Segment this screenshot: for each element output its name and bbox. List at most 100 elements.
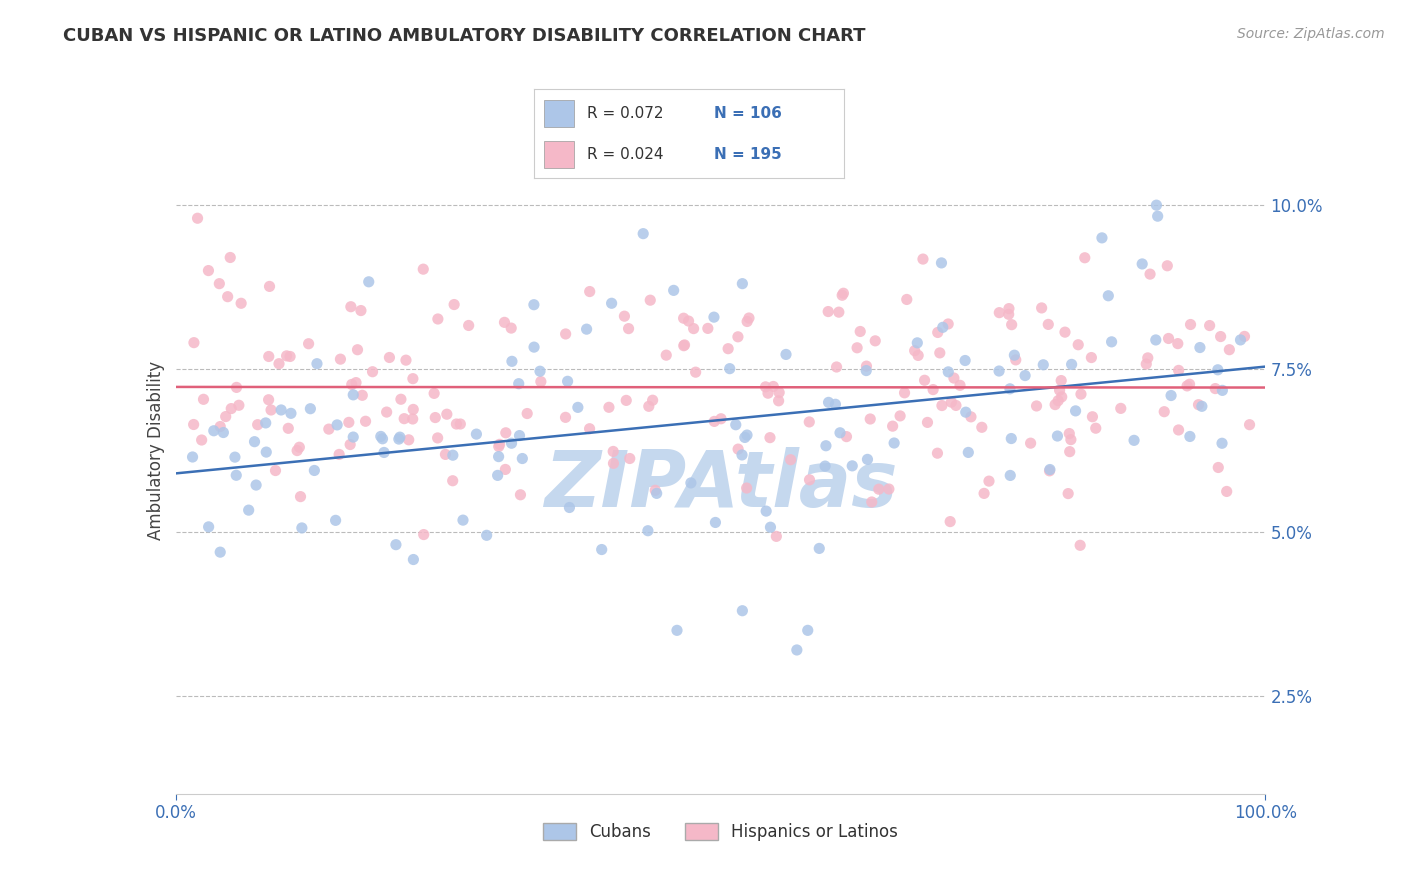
Point xyxy=(735,481,758,495)
Point xyxy=(703,310,725,325)
Point xyxy=(1146,209,1168,223)
Point xyxy=(860,495,883,509)
Point xyxy=(1091,231,1114,245)
Point xyxy=(1060,433,1083,447)
Point xyxy=(893,385,915,400)
Point xyxy=(426,312,449,326)
Point xyxy=(276,349,298,363)
Point xyxy=(735,428,758,442)
Point xyxy=(672,339,695,353)
Point xyxy=(208,277,231,291)
Point xyxy=(941,395,963,409)
Point xyxy=(523,298,546,312)
Point xyxy=(696,321,718,335)
Point xyxy=(759,431,782,445)
Point xyxy=(1053,325,1076,339)
Point xyxy=(501,354,523,368)
Text: CUBAN VS HISPANIC OR LATINO AMBULATORY DISABILITY CORRELATION CHART: CUBAN VS HISPANIC OR LATINO AMBULATORY D… xyxy=(63,27,866,45)
Point xyxy=(960,409,983,424)
Point xyxy=(215,409,238,424)
Point xyxy=(949,378,972,392)
Point xyxy=(828,305,851,319)
Point xyxy=(768,393,790,408)
Point xyxy=(495,425,517,440)
Point xyxy=(1109,401,1132,416)
Point xyxy=(342,430,364,444)
Point xyxy=(1060,358,1083,372)
Point xyxy=(1046,429,1069,443)
Point xyxy=(1215,484,1237,499)
Point xyxy=(1153,405,1175,419)
Point xyxy=(988,305,1011,319)
Point xyxy=(340,300,363,314)
Point xyxy=(637,524,659,538)
Point xyxy=(1178,377,1201,392)
Point xyxy=(882,419,904,434)
Point xyxy=(998,382,1021,396)
Point xyxy=(905,335,928,350)
Point xyxy=(808,541,831,556)
Point xyxy=(342,388,364,402)
Text: N = 106: N = 106 xyxy=(714,106,782,120)
Point xyxy=(936,365,959,379)
Point xyxy=(378,351,401,365)
Point xyxy=(457,318,479,333)
Point xyxy=(557,374,579,388)
Point xyxy=(1025,399,1047,413)
Point xyxy=(398,433,420,447)
Point xyxy=(1167,336,1189,351)
Point xyxy=(1157,331,1180,345)
Point xyxy=(186,211,209,226)
Point xyxy=(1039,462,1062,476)
Point xyxy=(889,409,911,423)
Point xyxy=(558,500,581,515)
Point xyxy=(1160,388,1182,402)
Point xyxy=(1067,337,1090,351)
Point xyxy=(339,437,361,451)
Point xyxy=(260,403,283,417)
Point xyxy=(494,315,516,329)
Point xyxy=(512,451,534,466)
Point xyxy=(516,407,538,421)
Point xyxy=(907,348,929,362)
Point xyxy=(641,393,664,408)
Point xyxy=(927,326,949,340)
Point xyxy=(436,407,458,421)
Text: ZIPAtlas: ZIPAtlas xyxy=(544,447,897,523)
Point xyxy=(731,448,754,462)
Point xyxy=(1167,423,1189,437)
Point xyxy=(219,251,242,265)
Point xyxy=(682,321,704,335)
Point xyxy=(225,468,247,483)
Point xyxy=(426,431,449,445)
Point xyxy=(370,429,392,443)
Point xyxy=(703,414,725,428)
Point xyxy=(488,450,510,464)
Point xyxy=(193,392,215,407)
Point xyxy=(183,335,205,350)
Point xyxy=(183,417,205,432)
Point xyxy=(727,330,749,344)
Point xyxy=(277,421,299,435)
Point xyxy=(554,326,576,341)
Point xyxy=(346,343,368,357)
Point xyxy=(973,486,995,500)
Point xyxy=(1014,368,1036,383)
Point xyxy=(361,365,384,379)
Point xyxy=(672,311,695,326)
Point xyxy=(280,406,302,420)
Point xyxy=(291,521,314,535)
Point xyxy=(212,425,235,440)
Point xyxy=(1019,436,1042,450)
Point xyxy=(488,440,510,454)
Point xyxy=(197,263,219,277)
Point xyxy=(190,433,212,447)
Point xyxy=(371,432,394,446)
Point xyxy=(931,256,953,270)
Point xyxy=(1057,486,1080,500)
Point xyxy=(1032,358,1054,372)
Point xyxy=(998,301,1021,316)
Point xyxy=(344,376,367,390)
Point xyxy=(904,343,927,358)
Point xyxy=(932,320,955,334)
